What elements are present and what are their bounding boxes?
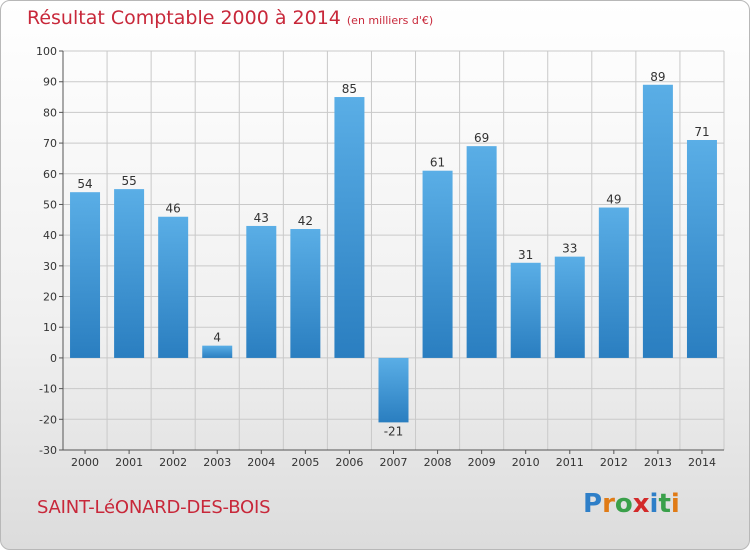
- x-tick-label: 2003: [203, 456, 231, 469]
- x-tick-label: 2008: [424, 456, 452, 469]
- logo-letter: o: [614, 489, 633, 519]
- bar-2014: [686, 140, 717, 358]
- data-label-2014: 71: [694, 125, 709, 139]
- data-label-2006: 85: [342, 82, 357, 96]
- bar-2012: [598, 207, 629, 358]
- y-tick-label: -10: [39, 383, 57, 396]
- bar-2008: [422, 170, 453, 358]
- data-label-2012: 49: [606, 193, 621, 207]
- chart-title: Résultat Comptable 2000 à 2014 (en millie…: [27, 7, 433, 29]
- x-tick-label: 2000: [71, 456, 99, 469]
- bar-2003: [202, 345, 233, 358]
- x-tick-label: 2002: [159, 456, 187, 469]
- x-tick-label: 2014: [688, 456, 716, 469]
- x-tick-label: 2011: [556, 456, 584, 469]
- bar-2004: [246, 225, 277, 358]
- bar-2005: [290, 229, 321, 358]
- bar-2009: [466, 146, 497, 358]
- logo-letter: i: [649, 489, 659, 519]
- x-tick-label: 2006: [335, 456, 363, 469]
- data-label-2002: 46: [166, 202, 181, 216]
- logo-letter: i: [670, 489, 680, 519]
- axes: -30 -20 -10 0 10 20 30 40 50 60 70 80 90 100 2000 2001 2…: [36, 45, 724, 469]
- logo-letter: t: [658, 489, 671, 519]
- x-tick-label: 2004: [247, 456, 275, 469]
- bar-2010: [510, 262, 541, 358]
- proxiti-logo: Proxiti: [583, 489, 680, 519]
- x-tick-label: 2005: [291, 456, 319, 469]
- y-tick-label: 40: [43, 229, 57, 242]
- data-label-2008: 61: [430, 156, 445, 170]
- data-label-2011: 33: [562, 242, 577, 256]
- y-tick-label: -20: [39, 413, 57, 426]
- bar-2002: [158, 216, 189, 358]
- bar-2006: [334, 97, 365, 358]
- bar-2013: [642, 84, 673, 358]
- y-tick-label: 80: [43, 106, 57, 119]
- logo-letter: P: [583, 489, 603, 519]
- y-tick-label: 70: [43, 137, 57, 150]
- data-labels: 54 55 46 4 43 42 85 -21 61 69 31 33 49 89 71: [77, 70, 709, 439]
- y-tick-label: 60: [43, 168, 57, 181]
- data-label-2009: 69: [474, 131, 489, 145]
- data-label-2003: 4: [213, 331, 221, 345]
- data-label-2007: -21: [384, 424, 404, 438]
- commune-name: SAINT-LéONARD-DES-BOIS: [37, 497, 271, 518]
- bar-2011: [554, 256, 585, 358]
- title-text: Résultat Comptable 2000 à 2014: [27, 7, 341, 29]
- x-tick-label: 2012: [600, 456, 628, 469]
- data-label-2005: 42: [298, 214, 313, 228]
- y-tick-label: -30: [39, 444, 57, 457]
- x-tick-label: 2009: [468, 456, 496, 469]
- y-tick-label: 100: [36, 45, 57, 58]
- logo-letter: x: [632, 489, 650, 519]
- data-label-2004: 43: [254, 211, 269, 225]
- title-unit: (en milliers d'€): [346, 14, 434, 27]
- logo-letter: r: [602, 489, 615, 519]
- y-tick-label: 20: [43, 291, 57, 304]
- data-label-2010: 31: [518, 248, 533, 262]
- y-tick-label: 10: [43, 321, 57, 334]
- x-tick-label: 2007: [380, 456, 408, 469]
- bar-2007: [378, 357, 409, 423]
- data-label-2000: 54: [77, 177, 92, 191]
- x-tick-label: 2001: [115, 456, 143, 469]
- bar-2000: [70, 192, 101, 358]
- data-label-2001: 55: [121, 174, 136, 188]
- bars: [70, 84, 717, 423]
- y-tick-label: 50: [43, 198, 57, 211]
- bar-2001: [114, 189, 145, 358]
- data-label-2013: 89: [650, 70, 665, 84]
- x-tick-label: 2010: [512, 456, 540, 469]
- x-tick-label: 2013: [644, 456, 672, 469]
- y-tick-label: 90: [43, 76, 57, 89]
- y-tick-label: 30: [43, 260, 57, 273]
- y-tick-label: 0: [50, 352, 57, 365]
